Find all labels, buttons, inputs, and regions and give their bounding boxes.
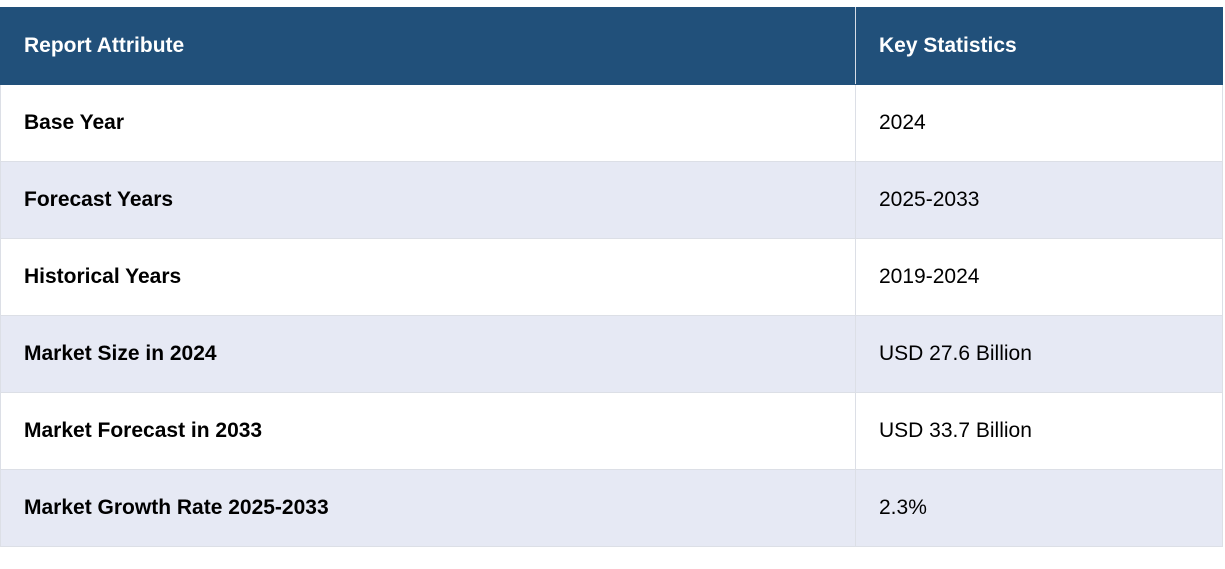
row-attribute: Base Year bbox=[0, 84, 856, 162]
table-header: Report Attribute Key Statistics bbox=[0, 7, 1223, 85]
row-value: 2019-2024 bbox=[855, 238, 1223, 316]
table-row: Forecast Years 2025-2033 bbox=[0, 161, 1223, 239]
row-value: USD 27.6 Billion bbox=[855, 315, 1223, 393]
row-value: 2025-2033 bbox=[855, 161, 1223, 239]
row-value: 2024 bbox=[855, 84, 1223, 162]
header-report-attribute: Report Attribute bbox=[0, 7, 856, 85]
row-value: USD 33.7 Billion bbox=[855, 392, 1223, 470]
table-row: Base Year 2024 bbox=[0, 84, 1223, 162]
table-row: Market Growth Rate 2025-2033 2.3% bbox=[0, 469, 1223, 547]
table-row: Historical Years 2019-2024 bbox=[0, 238, 1223, 316]
row-attribute: Market Size in 2024 bbox=[0, 315, 856, 393]
table-body: Base Year 2024 Forecast Years 2025-2033 … bbox=[0, 84, 1223, 547]
row-attribute: Historical Years bbox=[0, 238, 856, 316]
table-row: Market Size in 2024 USD 27.6 Billion bbox=[0, 315, 1223, 393]
header-row: Report Attribute Key Statistics bbox=[0, 7, 1223, 85]
header-key-statistics: Key Statistics bbox=[855, 7, 1223, 85]
report-table-container: Report Attribute Key Statistics Base Yea… bbox=[0, 7, 1223, 547]
table-row: Market Forecast in 2033 USD 33.7 Billion bbox=[0, 392, 1223, 470]
row-attribute: Market Growth Rate 2025-2033 bbox=[0, 469, 856, 547]
row-value: 2.3% bbox=[855, 469, 1223, 547]
row-attribute: Market Forecast in 2033 bbox=[0, 392, 856, 470]
report-table: Report Attribute Key Statistics Base Yea… bbox=[0, 7, 1223, 547]
row-attribute: Forecast Years bbox=[0, 161, 856, 239]
